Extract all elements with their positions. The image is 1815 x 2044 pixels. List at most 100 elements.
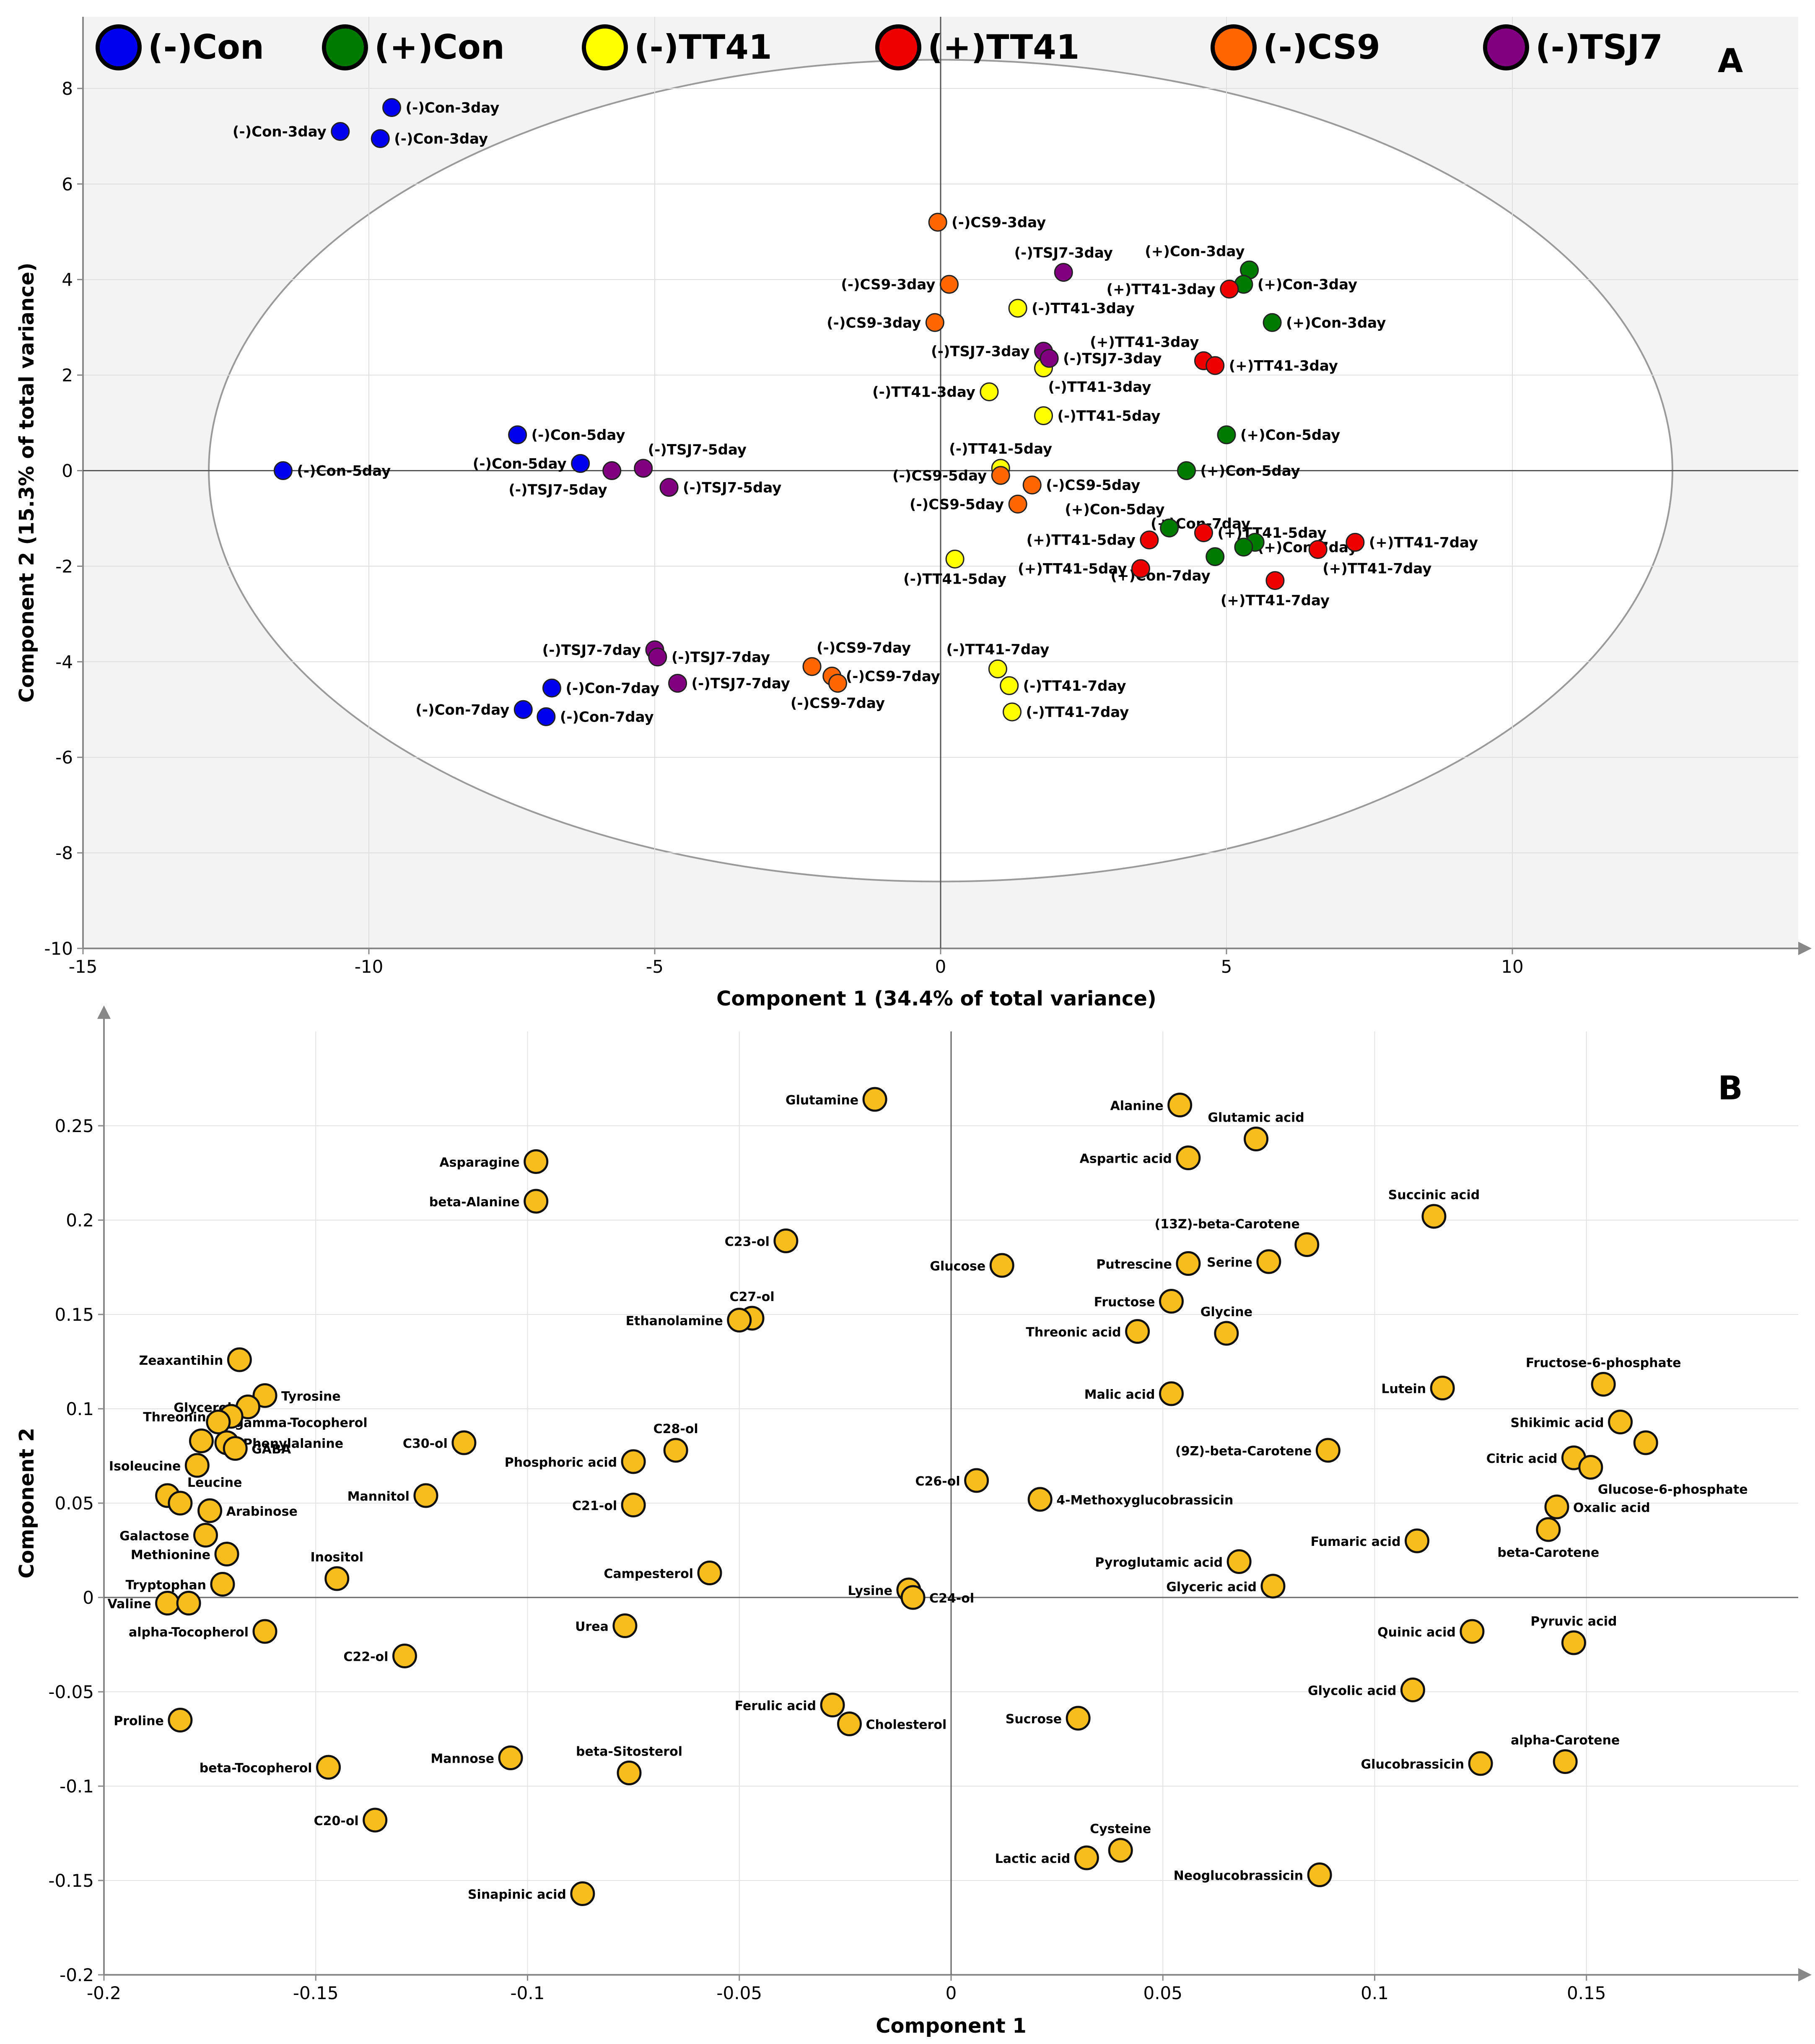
score-point (273, 461, 293, 480)
y-tick-label: 4 (62, 270, 73, 290)
point-label: Threonic acid (1026, 1325, 1121, 1340)
point-label: Zeaxantihin (139, 1353, 223, 1368)
point-label: (9Z)-beta-Carotene (1175, 1444, 1312, 1459)
loading-point (1159, 1381, 1184, 1406)
loading-point (621, 1493, 646, 1517)
point-label: Galactose (119, 1529, 189, 1544)
point-label: Asparagine (439, 1156, 519, 1170)
x-tick-label: -0.2 (87, 1983, 121, 2003)
score-point (1177, 461, 1196, 480)
point-label: C30-ol (403, 1436, 448, 1451)
loading-point (1578, 1455, 1603, 1480)
y-tick-label: 6 (62, 174, 73, 195)
point-label: (-)TT41-3day (872, 384, 975, 400)
point-label: (-)TSJ7-3day (1063, 351, 1162, 367)
score-point (1008, 299, 1027, 318)
point-label: Threonine (143, 1410, 215, 1425)
loading-plot-y-axis-title: Component 2 (15, 1428, 39, 1579)
y-tick-label: 0.25 (54, 1116, 94, 1136)
x-tick-label: -0.15 (293, 1983, 339, 2003)
point-label: Tryptophan (126, 1578, 206, 1593)
point-label: C26-ol (915, 1474, 960, 1489)
point-label: C28-ol (653, 1422, 698, 1436)
point-label: Lutein (1381, 1382, 1426, 1397)
point-label: beta-Carotene (1497, 1545, 1599, 1560)
score-point (925, 313, 944, 332)
point-label: (-)TT41-7day (1026, 704, 1129, 721)
legend-label: (-)CS9 (1263, 28, 1380, 67)
loading-point (1400, 1678, 1425, 1702)
point-label: Glucose (930, 1259, 985, 1274)
legend-label: (+)Con (374, 28, 505, 67)
point-label: (+)Con-3day (1258, 276, 1357, 293)
legend-swatch (1211, 24, 1257, 70)
score-point (331, 122, 350, 141)
point-label: Malic acid (1084, 1387, 1155, 1402)
point-label: (-)Con-7day (565, 680, 659, 697)
legend: (-)Con (+)Con (-)TT41 (+)TT41 (-)CS9 (-)TSJ7 (96, 24, 1663, 70)
loading-point (1315, 1438, 1341, 1463)
loading-point (1468, 1751, 1493, 1776)
loading-point (1176, 1145, 1201, 1170)
point-label: Fructose-6-phosphate (1526, 1356, 1681, 1371)
point-label: Alanine (1110, 1099, 1164, 1114)
loading-point (524, 1149, 549, 1174)
point-label: (-)TSJ7-7day (542, 642, 641, 659)
point-label: (+)TT41-3day (1107, 281, 1216, 298)
point-label: GABA (252, 1442, 291, 1457)
point-label: (+)Con-5day (1240, 427, 1340, 444)
point-label: Oxalic acid (1573, 1501, 1650, 1515)
x-tick-label: 0.1 (1361, 1983, 1389, 2003)
loading-point (1074, 1845, 1099, 1870)
point-label: Fructose (1094, 1295, 1155, 1310)
point-label: C22-ol (343, 1650, 388, 1665)
y-tick-label: 0 (62, 461, 73, 481)
score-point (1160, 518, 1179, 538)
point-label: (-)TT41-7day (1023, 678, 1126, 694)
point-label: Sinapinic acid (468, 1888, 566, 1902)
score-point (1003, 702, 1022, 722)
loading-point (1244, 1127, 1269, 1151)
point-label: Glucose-6-phosphate (1598, 1483, 1748, 1497)
point-label: (-)TSJ7-3day (1014, 245, 1113, 262)
point-label: (-)CS9-7day (817, 640, 911, 657)
loading-point (1430, 1376, 1455, 1400)
y-tick-label: 0.1 (66, 1399, 94, 1419)
point-label: Inositol (311, 1550, 364, 1565)
score-plot-x-axis-title: Component 1 (34.4% of total variance) (716, 987, 1156, 1010)
point-label: Mannitol (347, 1489, 410, 1504)
score-point (1194, 523, 1213, 543)
point-label: C24-ol (929, 1591, 974, 1606)
score-point (537, 707, 556, 726)
point-label: (-)Con-7day (560, 709, 654, 725)
y-tick-label: 0.15 (54, 1304, 94, 1325)
point-label: (-)CS9-3day (841, 276, 935, 293)
loading-plot-tick-labels: -0.2 -0.15 -0.1 -0.05 0 0.05 0.1 0.15 -0.2 -0.15 -… (48, 1116, 1606, 2003)
loading-point (1421, 1204, 1447, 1229)
point-label: (-)CS9-5day (1046, 477, 1140, 494)
loading-point (210, 1572, 235, 1597)
score-point (371, 129, 390, 148)
score-point (1008, 494, 1027, 514)
legend-label: (+)TT41 (928, 28, 1079, 67)
loading-point (1176, 1251, 1201, 1276)
score-point (1206, 547, 1225, 566)
loading-point (1214, 1321, 1239, 1346)
point-label: alpha-Tocopherol (129, 1625, 249, 1640)
score-point (1140, 530, 1159, 550)
y-axis-arrow (97, 1005, 111, 1019)
loading-point (252, 1619, 277, 1644)
loading-point (1460, 1619, 1485, 1644)
legend-swatch (322, 24, 368, 70)
x-tick-label: -0.1 (511, 1983, 545, 2003)
loading-plot-panel: -0.2 -0.15 -0.1 -0.05 0 0.05 0.1 0.15 -0.2 -0.15 -… (15, 1005, 1812, 2038)
loading-point (206, 1410, 231, 1434)
point-label: C21-ol (572, 1499, 617, 1514)
score-point (1263, 313, 1282, 332)
loading-point (168, 1708, 193, 1732)
loading-point (989, 1253, 1014, 1278)
point-label: (-)TSJ7-7day (672, 649, 770, 666)
legend-swatch (582, 24, 628, 70)
